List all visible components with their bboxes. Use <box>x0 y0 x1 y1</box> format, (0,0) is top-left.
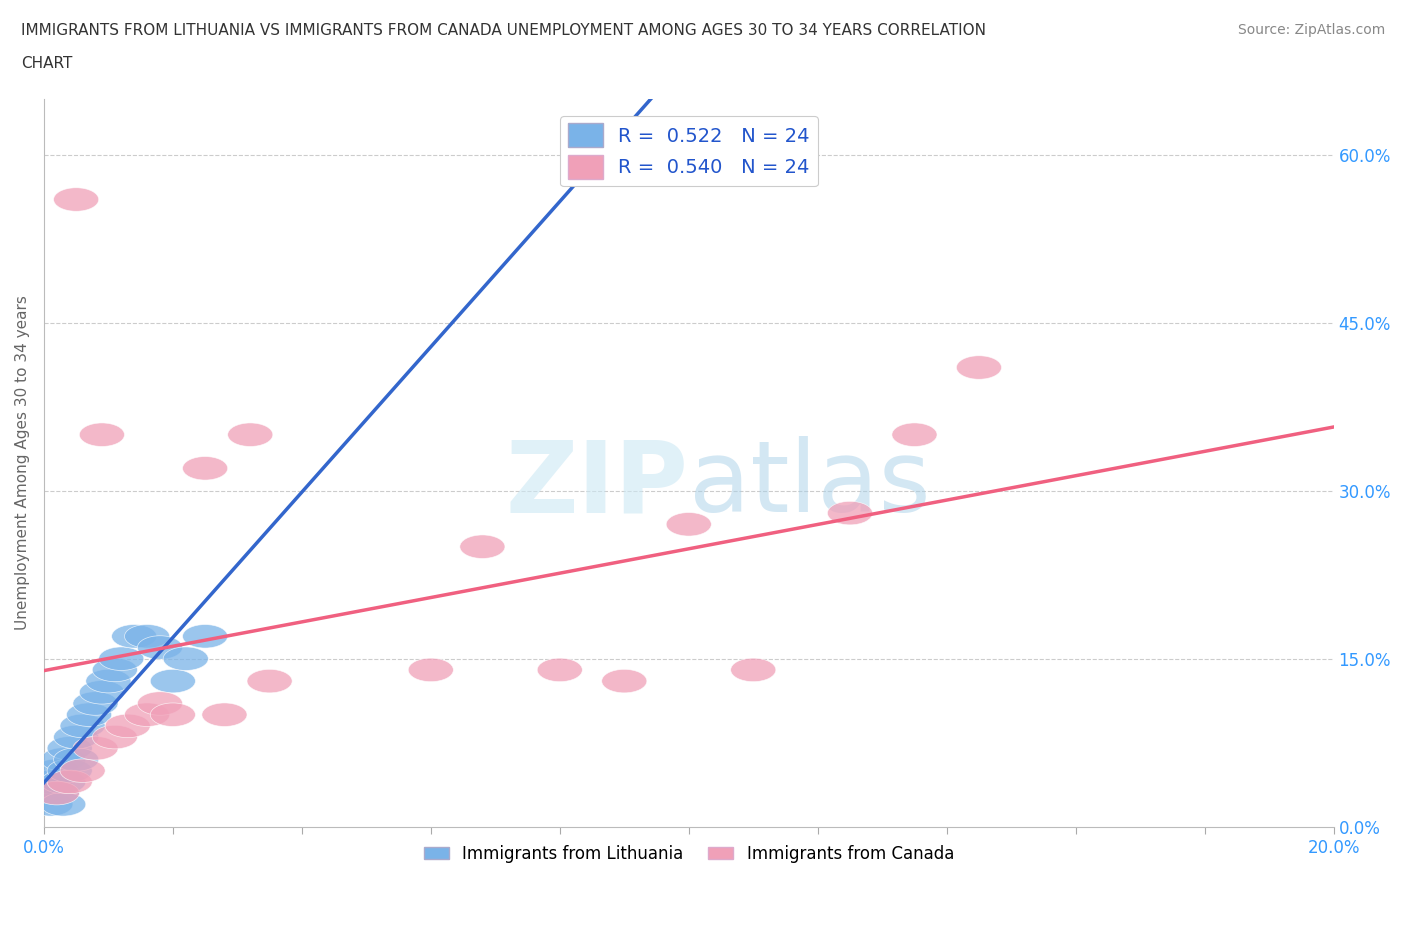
Ellipse shape <box>731 658 776 682</box>
Ellipse shape <box>41 792 86 816</box>
Ellipse shape <box>79 681 125 704</box>
Ellipse shape <box>48 737 93 760</box>
Ellipse shape <box>105 714 150 737</box>
Ellipse shape <box>827 501 873 525</box>
Ellipse shape <box>28 770 73 793</box>
Ellipse shape <box>41 770 86 793</box>
Text: IMMIGRANTS FROM LITHUANIA VS IMMIGRANTS FROM CANADA UNEMPLOYMENT AMONG AGES 30 T: IMMIGRANTS FROM LITHUANIA VS IMMIGRANTS … <box>21 23 986 38</box>
Ellipse shape <box>34 759 79 782</box>
Ellipse shape <box>150 703 195 726</box>
Ellipse shape <box>93 725 138 749</box>
Text: Source: ZipAtlas.com: Source: ZipAtlas.com <box>1237 23 1385 37</box>
Ellipse shape <box>183 457 228 480</box>
Ellipse shape <box>73 737 118 760</box>
Ellipse shape <box>28 792 73 816</box>
Ellipse shape <box>86 670 131 693</box>
Ellipse shape <box>150 670 195 693</box>
Ellipse shape <box>53 188 98 211</box>
Ellipse shape <box>79 423 125 446</box>
Ellipse shape <box>53 725 98 749</box>
Ellipse shape <box>202 703 247 726</box>
Ellipse shape <box>247 670 292 693</box>
Ellipse shape <box>98 647 143 671</box>
Text: CHART: CHART <box>21 56 73 71</box>
Ellipse shape <box>460 535 505 558</box>
Ellipse shape <box>60 714 105 737</box>
Ellipse shape <box>408 658 453 682</box>
Ellipse shape <box>53 748 98 771</box>
Ellipse shape <box>125 625 170 648</box>
Y-axis label: Unemployment Among Ages 30 to 34 years: Unemployment Among Ages 30 to 34 years <box>15 295 30 631</box>
Ellipse shape <box>34 781 79 804</box>
Ellipse shape <box>34 781 79 804</box>
Ellipse shape <box>228 423 273 446</box>
Ellipse shape <box>891 423 936 446</box>
Ellipse shape <box>163 647 208 671</box>
Ellipse shape <box>73 692 118 715</box>
Text: atlas: atlas <box>689 436 931 533</box>
Ellipse shape <box>666 512 711 536</box>
Legend: Immigrants from Lithuania, Immigrants from Canada: Immigrants from Lithuania, Immigrants fr… <box>418 838 960 870</box>
Ellipse shape <box>48 759 93 782</box>
Ellipse shape <box>66 703 111 726</box>
Ellipse shape <box>956 356 1001 379</box>
Ellipse shape <box>183 625 228 648</box>
Ellipse shape <box>537 658 582 682</box>
Ellipse shape <box>93 658 138 682</box>
Ellipse shape <box>48 770 93 793</box>
Ellipse shape <box>125 703 170 726</box>
Ellipse shape <box>138 636 183 659</box>
Ellipse shape <box>602 670 647 693</box>
Ellipse shape <box>111 625 156 648</box>
Ellipse shape <box>138 692 183 715</box>
Ellipse shape <box>60 759 105 782</box>
Ellipse shape <box>41 748 86 771</box>
Text: ZIP: ZIP <box>506 436 689 533</box>
